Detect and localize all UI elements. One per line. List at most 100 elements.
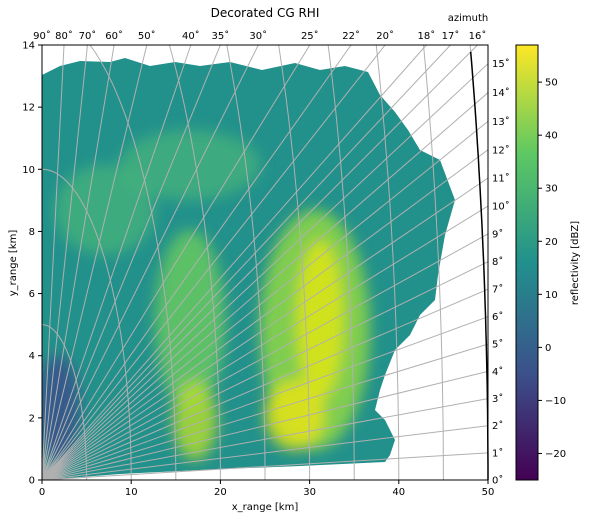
colorbar-tick-label: −20: [545, 449, 566, 460]
elevation-axis: 0˚ 1˚ 2˚ 3˚ 4˚ 5˚ 6˚ 7˚ 8˚ 9˚ 10˚ 11˚ 12˚ 13˚ 14˚ 15˚: [492, 58, 510, 486]
grid-azimuth-ray: [42, 45, 148, 480]
colorbar: [515, 44, 539, 481]
azimuth-tick-label: 30˚: [249, 30, 267, 42]
azimuth-tick-label: 17˚: [442, 30, 460, 42]
colorbar-tick-label: −10: [545, 396, 566, 407]
grid-azimuth-ray: [42, 45, 352, 480]
echo-core-left: [55, 165, 155, 255]
elevation-tick-label: 9˚: [492, 228, 503, 240]
x-tick-label: 20: [214, 487, 227, 498]
grid-azimuth-ray: [42, 45, 427, 480]
colorbar-tick-label: 0: [545, 343, 551, 354]
colorbar-tick-label: 30: [545, 184, 558, 195]
elevation-tick-label: 10˚: [492, 201, 510, 213]
x-axis: 0 10 20 30 40 50: [39, 480, 495, 498]
grid-elevation-ray: [42, 425, 488, 480]
azimuth-axis: 90˚ 80˚ 70˚ 60˚ 50˚ 40˚ 35˚ 30˚ 25˚ 22˚ 20˚ 18˚ 17˚ 1…: [33, 30, 486, 42]
x-tick-label: 50: [482, 487, 495, 498]
grid-elevation-ray: [42, 233, 488, 480]
grid-azimuth-ray: [42, 45, 386, 480]
grid-elevation-ray: [42, 149, 488, 480]
colorbar-tick-label: 40: [545, 131, 558, 142]
azimuth-tick-label: 50˚: [138, 30, 156, 42]
y-axis-label: y_range [km]: [8, 230, 19, 297]
grid-azimuth-ray: [42, 45, 259, 480]
echo-core-low: [265, 380, 325, 450]
grid-azimuth-ray: [42, 45, 192, 480]
grid-azimuth-ray: [42, 45, 451, 480]
y-tick-label: 10: [22, 165, 35, 176]
elevation-tick-label: 11˚: [492, 173, 510, 185]
grid-elevation-ray: [42, 452, 488, 480]
colorbar-tick-label: 10: [545, 290, 558, 301]
y-tick-label: 6: [29, 289, 35, 300]
elevation-tick-label: 2˚: [492, 420, 503, 432]
y-tick-label: 4: [29, 351, 35, 362]
elevation-tick-label: 12˚: [492, 144, 510, 156]
grid-azimuth-ray: [42, 45, 88, 480]
elevation-tick-label: 15˚: [492, 58, 510, 70]
azimuth-tick-label: 70˚: [79, 30, 97, 42]
elevation-tick-label: 3˚: [492, 393, 503, 405]
azimuth-tick-label: 40˚: [182, 30, 200, 42]
elevation-tick-label: 13˚: [492, 116, 510, 128]
low-reflectivity-region: [42, 355, 80, 465]
elevation-tick-label: 8˚: [492, 256, 503, 268]
echo-core-peak: [296, 240, 344, 400]
elevation-tick-label: 5˚: [492, 339, 503, 351]
y-tick-label: 2: [29, 413, 35, 424]
azimuth-tick-label: 80˚: [55, 30, 73, 42]
colorbar-label: reflectivity [dBZ]: [570, 221, 581, 305]
elevation-tick-label: 6˚: [492, 311, 503, 323]
azimuth-tick-label: 35˚: [211, 30, 229, 42]
top-axis-label: azimuth: [448, 13, 489, 24]
plot-frame: [41, 44, 489, 481]
grid-elevation-ray: [42, 92, 488, 480]
y-tick-label: 14: [22, 41, 35, 52]
elevation-tick-label: 0˚: [492, 475, 503, 487]
colorbar-ticks: −20 −10 0 10 20 30 40 50: [538, 78, 566, 460]
elevation-tick-label: 14˚: [492, 87, 510, 99]
y-tick-label: 0: [29, 476, 35, 487]
x-tick-label: 30: [303, 487, 316, 498]
azimuth-tick-label: 25˚: [301, 30, 319, 42]
grid-azimuth-ray: [42, 45, 311, 480]
elevation-tick-label: 4˚: [492, 366, 503, 378]
grid-azimuth-ray: [42, 45, 115, 480]
azimuth-tick-label: 60˚: [105, 30, 123, 42]
chart-title: Decorated CG RHI: [211, 6, 320, 20]
grid-elevation-ray: [42, 63, 488, 480]
azimuth-tick-label: 90˚: [33, 30, 51, 42]
polar-grid: [42, 45, 488, 480]
echo-core-mid: [155, 230, 225, 410]
grid-elevation-ray: [42, 261, 488, 480]
x-axis-label: x_range [km]: [232, 502, 299, 513]
azimuth-tick-label: 16˚: [469, 30, 487, 42]
grid-elevation-ray: [42, 177, 488, 480]
grid-azimuth-ray: [42, 45, 478, 480]
azimuth-tick-label: 22˚: [342, 30, 360, 42]
grid-azimuth-ray: [42, 45, 221, 480]
grid-elevation-ray: [42, 370, 488, 480]
elevation-tick-label: 1˚: [492, 447, 503, 459]
y-axis: 0 2 4 6 8 10 12 14: [22, 41, 42, 487]
x-tick-label: 10: [125, 487, 138, 498]
grid-elevation-ray: [42, 288, 488, 480]
plot-area: [42, 45, 488, 480]
y-tick-label: 12: [22, 103, 35, 114]
grid-elevation-ray: [42, 120, 488, 480]
y-tick-label: 8: [29, 227, 35, 238]
elevation-tick-label: 7˚: [492, 284, 503, 296]
grid-elevation-ray: [42, 205, 488, 480]
azimuth-tick-label: 20˚: [376, 30, 394, 42]
x-tick-label: 40: [392, 487, 405, 498]
x-tick-label: 0: [39, 487, 45, 498]
echo-core-low-left: [173, 380, 217, 460]
azimuth-tick-label: 18˚: [417, 30, 435, 42]
colorbar-tick-label: 50: [545, 78, 558, 89]
grid-elevation-ray: [42, 316, 488, 480]
grid-azimuth-ray: [42, 45, 65, 480]
grid-elevation-ray: [42, 343, 488, 480]
grid-elevation-ray: [42, 398, 488, 480]
